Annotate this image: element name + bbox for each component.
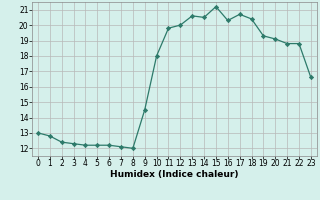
X-axis label: Humidex (Indice chaleur): Humidex (Indice chaleur)	[110, 170, 239, 179]
